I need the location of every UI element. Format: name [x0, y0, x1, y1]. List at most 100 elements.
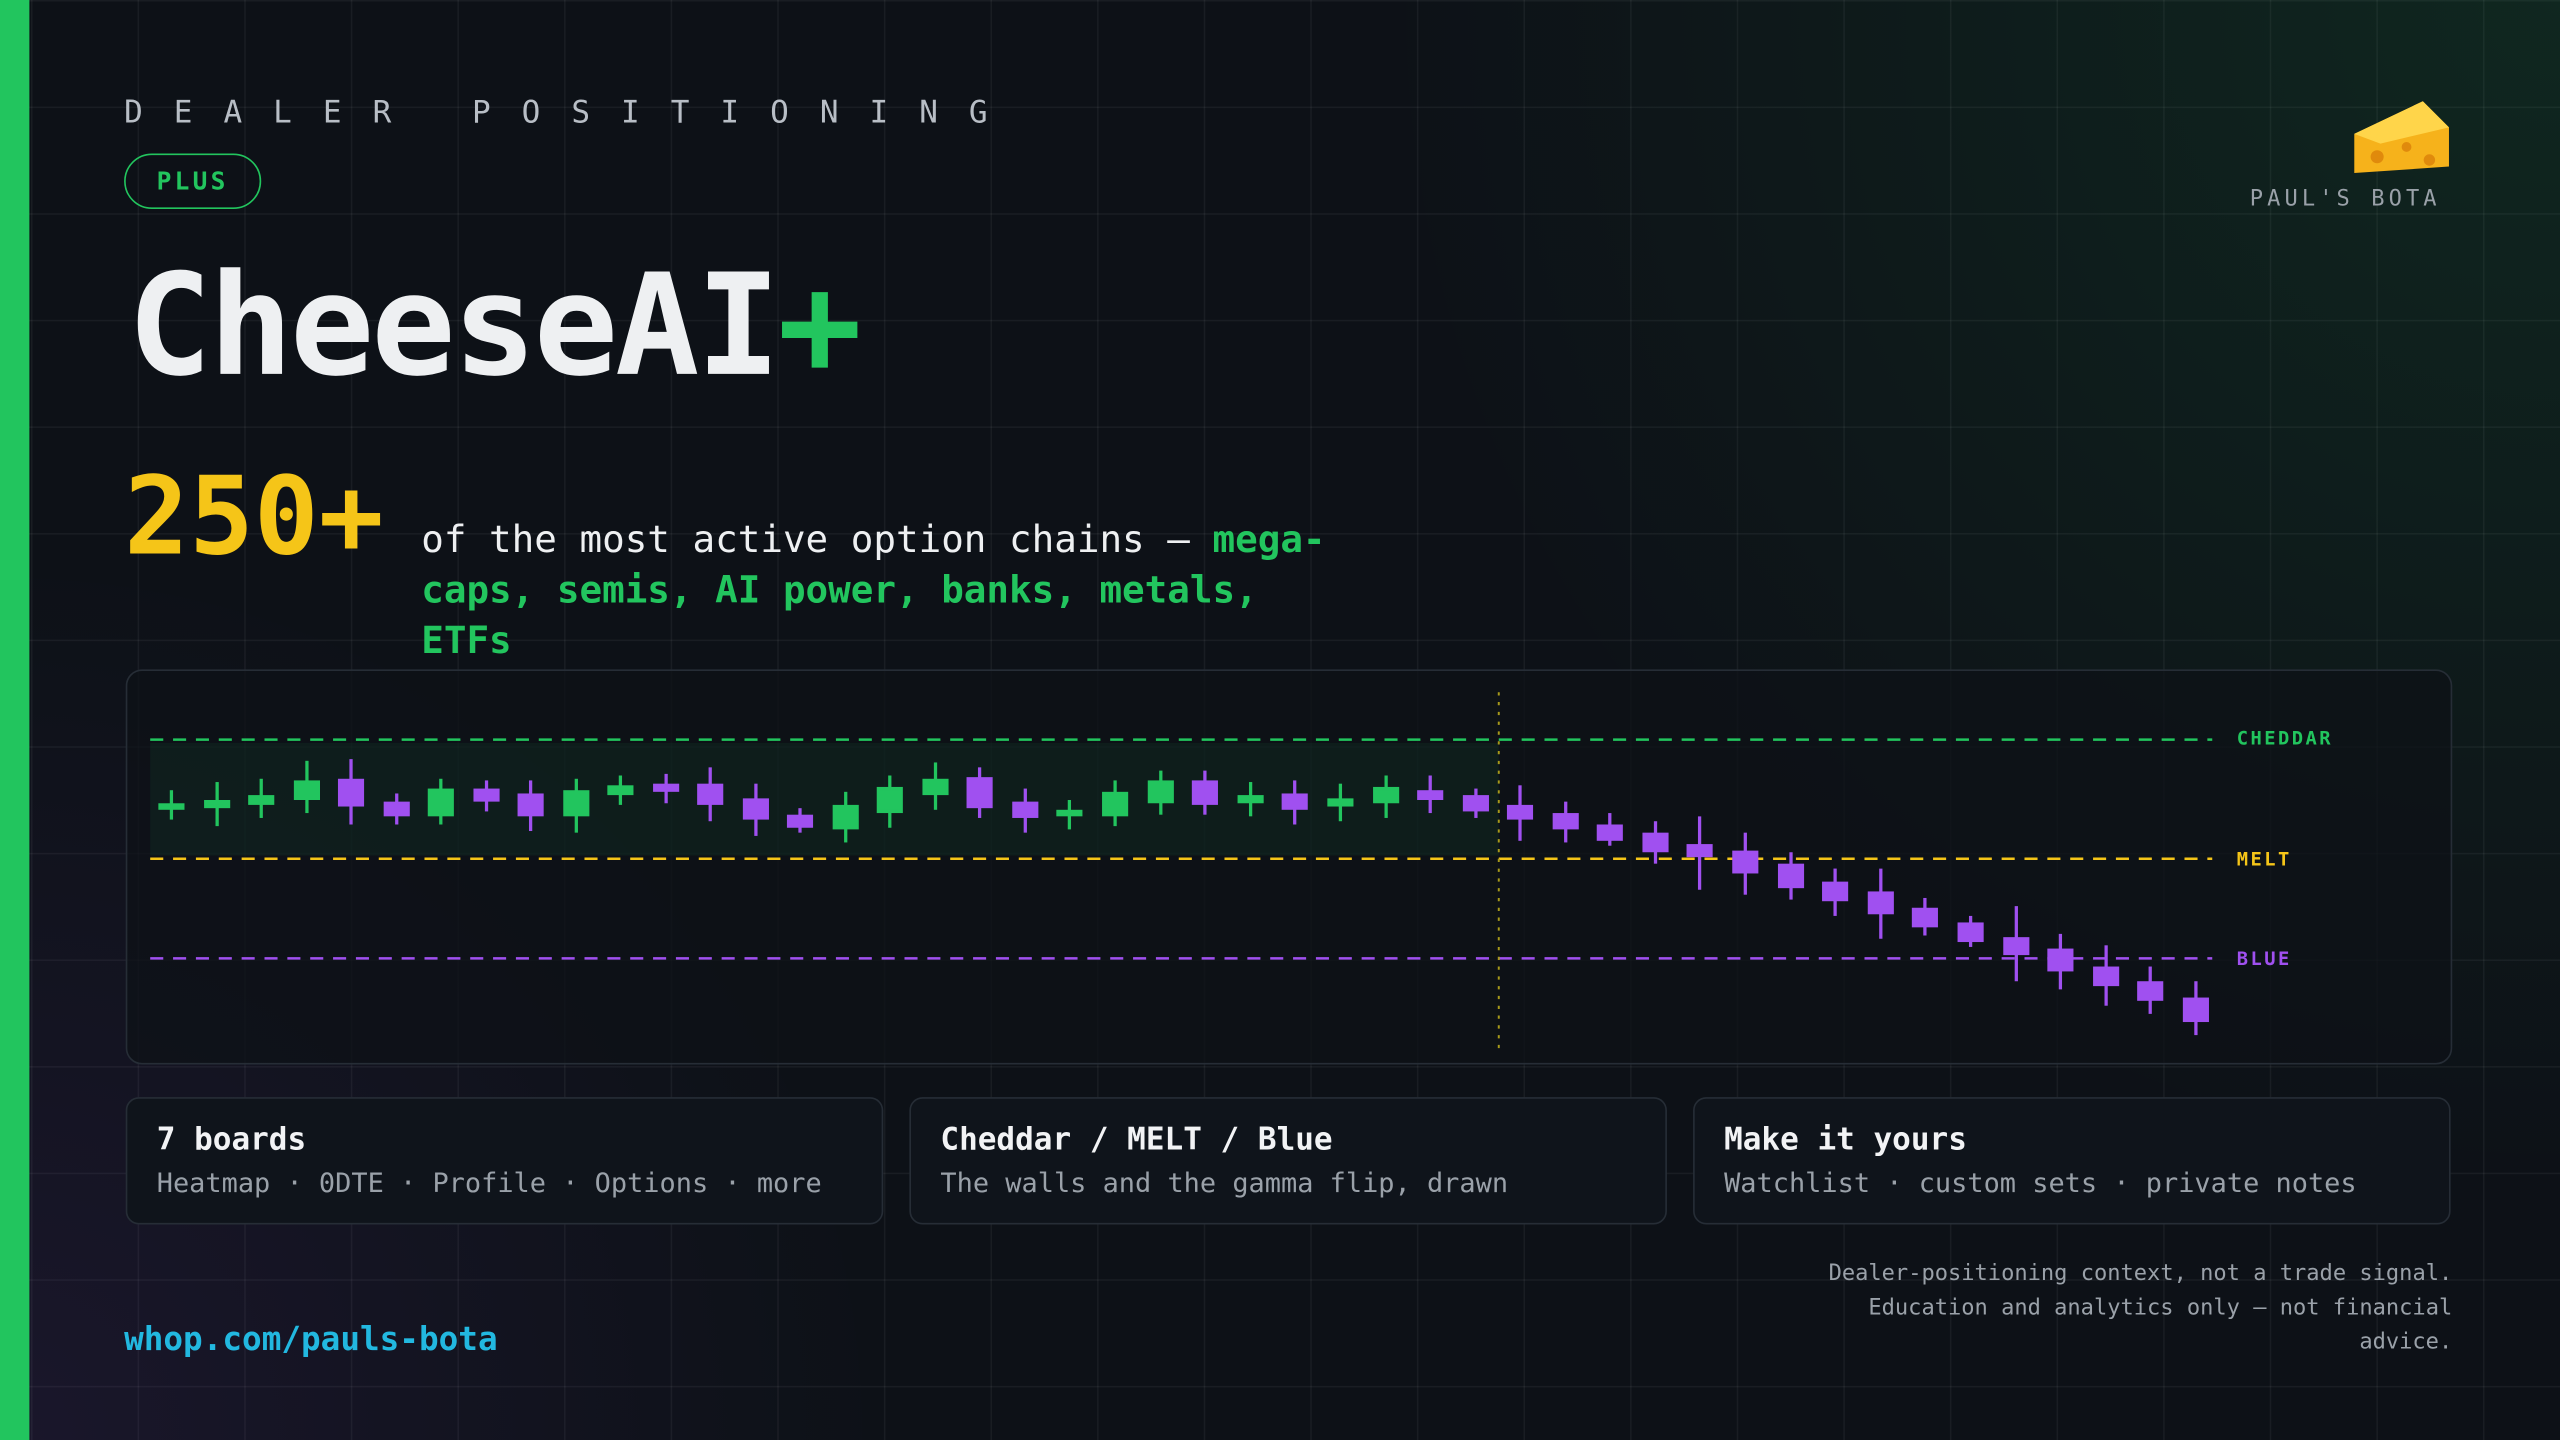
- candle: [1373, 775, 1400, 818]
- candle-body: [2047, 948, 2074, 972]
- card-title: Make it yours: [1724, 1121, 1967, 1158]
- candle: [1732, 832, 1759, 895]
- candle: [158, 790, 185, 820]
- candle-body: [876, 786, 903, 814]
- candle: [1417, 775, 1444, 814]
- candles: [158, 759, 2209, 1036]
- candle-body: [1911, 907, 1938, 928]
- cheese-hole: [2370, 150, 2384, 164]
- candle-body: [248, 795, 275, 805]
- candle-body: [158, 803, 185, 810]
- cheese-hole: [2423, 154, 2436, 166]
- candle-body: [1642, 832, 1669, 853]
- candle: [2003, 906, 2030, 982]
- candle-body: [1012, 801, 1039, 818]
- candle-body: [922, 778, 949, 796]
- candle: [607, 775, 634, 805]
- candle: [1462, 788, 1489, 818]
- candle: [248, 778, 275, 818]
- feature-card: 7 boards Heatmap · 0DTE · Profile · Optio…: [125, 1097, 884, 1225]
- candle: [1237, 782, 1264, 817]
- candle-body: [1327, 798, 1354, 807]
- candle-body: [966, 777, 993, 809]
- hero-text: of the most active option chains — mega-…: [421, 516, 1368, 668]
- candle-body: [1191, 780, 1218, 805]
- candle-body: [653, 783, 680, 792]
- candle-body: [1957, 922, 1984, 943]
- candle-body: [1552, 813, 1579, 830]
- candle-body: [1237, 795, 1264, 804]
- candle-body: [832, 804, 859, 830]
- candle-body: [2093, 966, 2120, 987]
- candle: [653, 773, 680, 804]
- candle-body: [1596, 824, 1623, 841]
- feature-card: Cheddar / MELT / Blue The walls and the g…: [909, 1097, 1667, 1225]
- candle: [1506, 785, 1534, 841]
- card-title: 7 boards: [156, 1121, 307, 1158]
- candle: [1596, 813, 1623, 846]
- candle: [1686, 816, 1713, 890]
- chart-panel: [125, 669, 2453, 1065]
- candle: [1552, 801, 1579, 843]
- candle: [1281, 780, 1308, 825]
- cheese-top: [2354, 101, 2449, 144]
- badge: PLUS: [124, 153, 262, 209]
- candle-body: [383, 801, 410, 817]
- candle: [2137, 966, 2164, 1014]
- candle-body: [1417, 790, 1444, 800]
- level-label: MELT: [2237, 849, 2292, 870]
- title-suffix: +: [777, 244, 863, 409]
- card-text: Watchlist · custom sets · private notes: [1724, 1167, 2357, 1199]
- candle: [1642, 821, 1669, 864]
- candle: [922, 762, 949, 810]
- eyebrow: DEALER POSITIONING: [124, 94, 1019, 131]
- candle: [337, 759, 365, 825]
- candle: [2047, 933, 2074, 990]
- candle: [1957, 915, 1984, 947]
- url[interactable]: whop.com/pauls-bota: [124, 1319, 498, 1359]
- candle-body: [517, 793, 544, 817]
- candle: [204, 782, 231, 827]
- candle: [1327, 783, 1354, 822]
- candle-body: [2003, 937, 2030, 956]
- candle: [1867, 868, 1894, 939]
- candle: [1102, 780, 1129, 827]
- cheese-hole: [2401, 142, 2412, 152]
- candle: [1911, 897, 1938, 936]
- hero-highlight: mega-caps, semis, AI power, banks, metal…: [421, 519, 1326, 663]
- candle-body: [742, 798, 769, 820]
- candle-body: [1732, 850, 1759, 874]
- candle-body: [1822, 881, 1849, 902]
- candle: [876, 775, 903, 828]
- candle-body: [293, 780, 320, 800]
- disclaimer: Dealer-positioning context, not a trade …: [1828, 1260, 2453, 1356]
- candle-body: [1462, 795, 1489, 812]
- card-text: Heatmap · 0DTE · Profile · Options · mor…: [156, 1167, 822, 1199]
- candle-body: [337, 778, 365, 807]
- candle-body: [607, 785, 634, 796]
- candle-body: [1281, 793, 1308, 810]
- candle: [293, 760, 320, 814]
- candle: [383, 793, 410, 825]
- candle-body: [2182, 997, 2209, 1023]
- candle: [786, 808, 814, 833]
- candle: [966, 767, 993, 818]
- candle-body: [1102, 791, 1129, 817]
- candle: [517, 780, 544, 832]
- candle-body: [2137, 981, 2164, 1001]
- candle-body: [1686, 844, 1713, 858]
- candle: [2182, 981, 2209, 1036]
- candle-body: [1506, 804, 1534, 820]
- card-title: Cheddar / MELT / Blue: [940, 1121, 1333, 1158]
- cheese-icon: [2354, 101, 2449, 174]
- candle: [1777, 852, 1805, 900]
- title-text: CheeseAI: [127, 244, 780, 409]
- candle-body: [1373, 786, 1400, 804]
- level-label: CHEDDAR: [2237, 728, 2333, 749]
- candle-body: [786, 814, 814, 828]
- level-label: BLUE: [2237, 949, 2292, 970]
- candle: [427, 778, 454, 825]
- candle: [2093, 945, 2120, 1006]
